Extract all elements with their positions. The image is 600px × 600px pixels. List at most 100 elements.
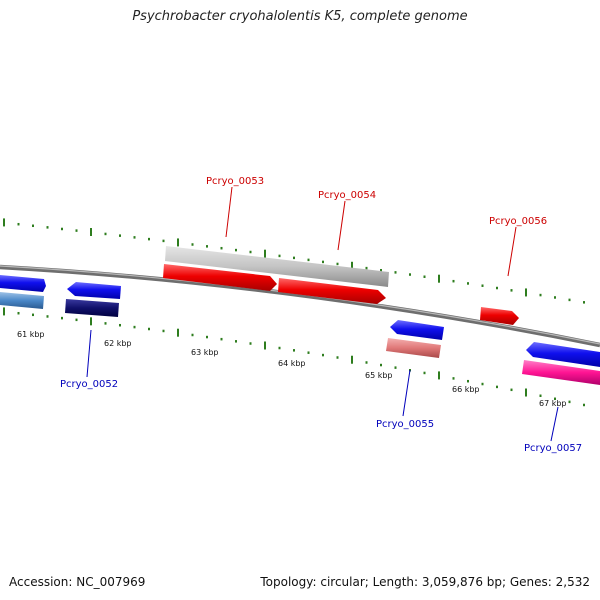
upper-track-minor-tick (235, 248, 237, 252)
lower-track-major-tick (177, 328, 179, 337)
lower-track-minor-tick (423, 371, 426, 375)
lower-track-major-tick (90, 317, 92, 326)
lower-track-minor-tick (148, 327, 150, 331)
upper-track-minor-tick (380, 268, 382, 272)
lower-track-minor-tick (104, 322, 107, 325)
upper-track-minor-tick (336, 262, 339, 266)
gene-arrow-pcryo-0054[interactable] (278, 278, 386, 304)
gene-bar-offscreen-left (0, 292, 44, 309)
upper-track-minor-tick (46, 226, 49, 229)
lower-track-minor-tick (191, 333, 194, 337)
lower-track-minor-tick (235, 340, 237, 343)
tick-track-upper (3, 218, 585, 304)
lower-track-minor-tick (46, 315, 49, 318)
upper-track-minor-tick (249, 250, 252, 254)
lower-track-minor-tick (322, 353, 324, 357)
callout-line-pcryo-0055 (402, 369, 411, 417)
gene-arrow-pcryo-0053[interactable] (163, 264, 277, 291)
callout-line-pcryo-0052 (86, 329, 92, 378)
scale-label-67kbp: 67 kbp (539, 399, 567, 408)
scale-label-66kbp: 66 kbp (452, 385, 480, 394)
gene-arrow-pcryo-0056[interactable] (480, 307, 519, 325)
gene-arrow-pcryo-0052[interactable] (67, 282, 121, 299)
lower-track-minor-tick (336, 356, 339, 359)
upper-track-minor-tick (206, 245, 208, 248)
upper-track-minor-tick (220, 246, 223, 250)
upper-track-minor-tick (554, 296, 556, 299)
upper-track-minor-tick (278, 254, 281, 258)
gene-label-pcryo-0053[interactable]: Pcryo_0053 (206, 176, 264, 187)
lower-track-major-tick (525, 388, 527, 397)
lower-track-minor-tick (481, 382, 484, 386)
gene-label-pcryo-0055[interactable]: Pcryo_0055 (376, 419, 434, 430)
lower-track-major-tick (438, 371, 440, 380)
upper-track-major-tick (351, 261, 353, 270)
lower-track-major-tick (3, 307, 5, 316)
lower-track-minor-tick (17, 311, 20, 315)
tick-track-lower (3, 307, 585, 407)
upper-track-minor-tick (133, 236, 136, 239)
upper-track-minor-tick (568, 298, 571, 302)
gene-arrow-pcryo-0055[interactable] (390, 320, 444, 340)
genome-backbone (0, 264, 600, 348)
gene-label-pcryo-0054[interactable]: Pcryo_0054 (318, 190, 376, 201)
lower-track-minor-tick (162, 329, 165, 333)
upper-track-minor-tick (452, 279, 455, 283)
upper-track-minor-tick (307, 258, 310, 262)
upper-track-minor-tick (104, 232, 107, 236)
upper-track-minor-tick (162, 239, 165, 243)
lower-track-minor-tick (249, 342, 252, 345)
lower-track-minor-tick (206, 335, 208, 339)
callout-line-pcryo-0057 (550, 406, 559, 442)
upper-track-minor-tick (32, 224, 34, 228)
lower-track-minor-tick (220, 337, 223, 341)
callout-line-pcryo-0056 (507, 226, 517, 277)
lower-track-minor-tick (278, 346, 281, 350)
upper-track-minor-tick (510, 289, 513, 292)
accession-label: Accession: NC_007969 (9, 575, 146, 589)
lower-track-minor-tick (539, 394, 542, 398)
upper-track-minor-tick (423, 275, 426, 278)
upper-track-minor-tick (394, 271, 397, 274)
upper-track-major-tick (3, 218, 5, 227)
upper-track-major-tick (90, 228, 92, 237)
lower-track-minor-tick (510, 388, 513, 392)
upper-track-minor-tick (75, 229, 78, 232)
scale-label-62kbp: 62 kbp (104, 339, 132, 348)
lower-track-minor-tick (119, 323, 121, 327)
upper-track-minor-tick (481, 284, 484, 287)
lower-track-minor-tick (394, 366, 397, 369)
gene-bar-pcryo-0057-rna (522, 360, 600, 385)
lower-track-major-tick (351, 355, 353, 364)
scale-label-61kbp: 61 kbp (17, 330, 45, 339)
genome-stats: Topology: circular; Length: 3,059,876 bp… (260, 575, 590, 589)
gene-label-pcryo-0057[interactable]: Pcryo_0057 (524, 443, 582, 454)
lower-track-minor-tick (380, 363, 382, 367)
upper-track-major-tick (264, 249, 266, 258)
gene-bar-pcryo-0055-rna (386, 338, 441, 358)
lower-track-minor-tick (496, 385, 498, 389)
upper-track-major-tick (525, 288, 527, 297)
map-title: Psychrobacter cryohalolentis K5, complet… (132, 9, 468, 24)
lower-track-minor-tick (61, 316, 63, 320)
gene-arrow-pcryo-0057[interactable] (526, 342, 600, 367)
upper-track-minor-tick (322, 260, 324, 264)
upper-track-minor-tick (293, 256, 295, 260)
gene-label-pcryo-0052[interactable]: Pcryo_0052 (60, 379, 118, 390)
gene-arrow-offscreen-left (0, 275, 46, 292)
lower-track-major-tick (264, 341, 266, 350)
upper-track-minor-tick (467, 282, 469, 285)
callout-line-pcryo-0053 (225, 186, 233, 238)
scale-label-63kbp: 63 kbp (191, 348, 219, 357)
lower-track-minor-tick (568, 400, 571, 404)
upper-track-major-tick (177, 238, 179, 247)
lower-track-minor-tick (133, 325, 136, 329)
lower-track-minor-tick (307, 351, 310, 354)
callout-line-pcryo-0054 (337, 200, 346, 251)
gene-bar-operon (165, 246, 389, 287)
upper-track-minor-tick (365, 266, 368, 270)
lower-track-minor-tick (554, 397, 556, 401)
lower-track-minor-tick (365, 361, 368, 364)
gene-label-pcryo-0056[interactable]: Pcryo_0056 (489, 216, 547, 227)
